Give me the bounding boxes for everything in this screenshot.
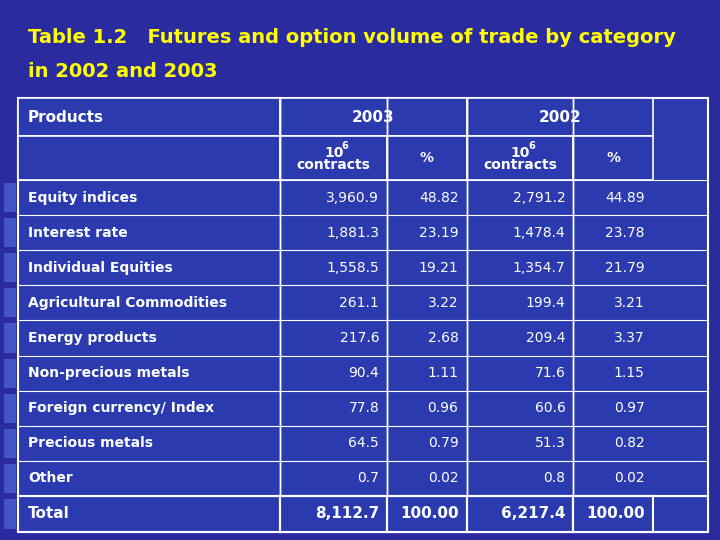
Bar: [18, 136, 280, 180]
Bar: [4, 429, 16, 458]
Text: Individual Equities: Individual Equities: [28, 261, 173, 275]
Text: 51.3: 51.3: [535, 436, 565, 450]
Text: %: %: [606, 151, 620, 165]
Bar: [573, 136, 653, 180]
Text: 8,112.7: 8,112.7: [315, 507, 379, 522]
Text: Energy products: Energy products: [28, 331, 157, 345]
Bar: [4, 218, 16, 247]
Text: 100.00: 100.00: [400, 507, 459, 522]
Text: 10: 10: [510, 146, 530, 160]
Text: 19.21: 19.21: [419, 261, 459, 275]
Text: 77.8: 77.8: [348, 401, 379, 415]
Text: Total: Total: [28, 507, 70, 522]
Text: contracts: contracts: [483, 158, 557, 172]
Text: Interest rate: Interest rate: [28, 226, 127, 240]
Bar: [18, 98, 280, 136]
Text: 1,354.7: 1,354.7: [513, 261, 565, 275]
Text: 1.15: 1.15: [614, 366, 645, 380]
Text: Table 1.2   Futures and option volume of trade by category: Table 1.2 Futures and option volume of t…: [28, 28, 676, 47]
Text: 2003: 2003: [352, 110, 395, 125]
Text: 3.22: 3.22: [428, 296, 459, 310]
Bar: [4, 323, 16, 353]
Bar: [467, 136, 573, 180]
Text: 6: 6: [528, 141, 535, 151]
Bar: [4, 253, 16, 282]
Text: 0.02: 0.02: [614, 471, 645, 485]
Text: 100.00: 100.00: [586, 507, 645, 522]
Text: 0.79: 0.79: [428, 436, 459, 450]
Text: 60.6: 60.6: [534, 401, 565, 415]
Text: 1.11: 1.11: [428, 366, 459, 380]
Bar: [18, 496, 708, 532]
Text: 3,960.9: 3,960.9: [326, 191, 379, 205]
Text: 2,791.2: 2,791.2: [513, 191, 565, 205]
Text: in 2002 and 2003: in 2002 and 2003: [28, 62, 217, 81]
Text: 199.4: 199.4: [526, 296, 565, 310]
Text: 0.02: 0.02: [428, 471, 459, 485]
Text: 21.79: 21.79: [606, 261, 645, 275]
Text: Equity indices: Equity indices: [28, 191, 138, 205]
Text: 3.21: 3.21: [614, 296, 645, 310]
Text: 1,881.3: 1,881.3: [326, 226, 379, 240]
Bar: [280, 98, 467, 136]
Text: 23.19: 23.19: [419, 226, 459, 240]
Bar: [387, 496, 467, 532]
Text: 0.8: 0.8: [544, 471, 565, 485]
Text: 1,558.5: 1,558.5: [326, 261, 379, 275]
Text: 0.82: 0.82: [614, 436, 645, 450]
Text: Products: Products: [28, 110, 104, 125]
Text: contracts: contracts: [297, 158, 371, 172]
Bar: [280, 496, 387, 532]
Text: 2.68: 2.68: [428, 331, 459, 345]
Text: Other: Other: [28, 471, 73, 485]
Text: 71.6: 71.6: [534, 366, 565, 380]
Text: 3.37: 3.37: [614, 331, 645, 345]
Bar: [4, 359, 16, 388]
Text: 23.78: 23.78: [606, 226, 645, 240]
Text: 64.5: 64.5: [348, 436, 379, 450]
Text: Non-precious metals: Non-precious metals: [28, 366, 189, 380]
Bar: [4, 394, 16, 423]
Bar: [4, 183, 16, 212]
Text: 6,217.4: 6,217.4: [501, 507, 565, 522]
Bar: [4, 464, 16, 493]
Text: 0.97: 0.97: [614, 401, 645, 415]
Bar: [573, 496, 653, 532]
Bar: [4, 499, 16, 529]
Text: 217.6: 217.6: [340, 331, 379, 345]
Text: Agricultural Commodities: Agricultural Commodities: [28, 296, 227, 310]
Text: Foreign currency/ Index: Foreign currency/ Index: [28, 401, 214, 415]
Text: Precious metals: Precious metals: [28, 436, 153, 450]
Text: 48.82: 48.82: [419, 191, 459, 205]
Text: 90.4: 90.4: [348, 366, 379, 380]
Text: 0.7: 0.7: [357, 471, 379, 485]
Bar: [18, 98, 708, 532]
Text: 44.89: 44.89: [606, 191, 645, 205]
Text: 1,478.4: 1,478.4: [513, 226, 565, 240]
Text: 261.1: 261.1: [339, 296, 379, 310]
Text: 6: 6: [342, 141, 348, 151]
Bar: [467, 496, 573, 532]
Text: 2002: 2002: [539, 110, 581, 125]
Bar: [387, 136, 467, 180]
Text: 209.4: 209.4: [526, 331, 565, 345]
Bar: [4, 288, 16, 318]
Text: 10: 10: [324, 146, 343, 160]
Text: %: %: [420, 151, 434, 165]
Bar: [467, 98, 653, 136]
Text: 0.96: 0.96: [428, 401, 459, 415]
Bar: [280, 136, 387, 180]
